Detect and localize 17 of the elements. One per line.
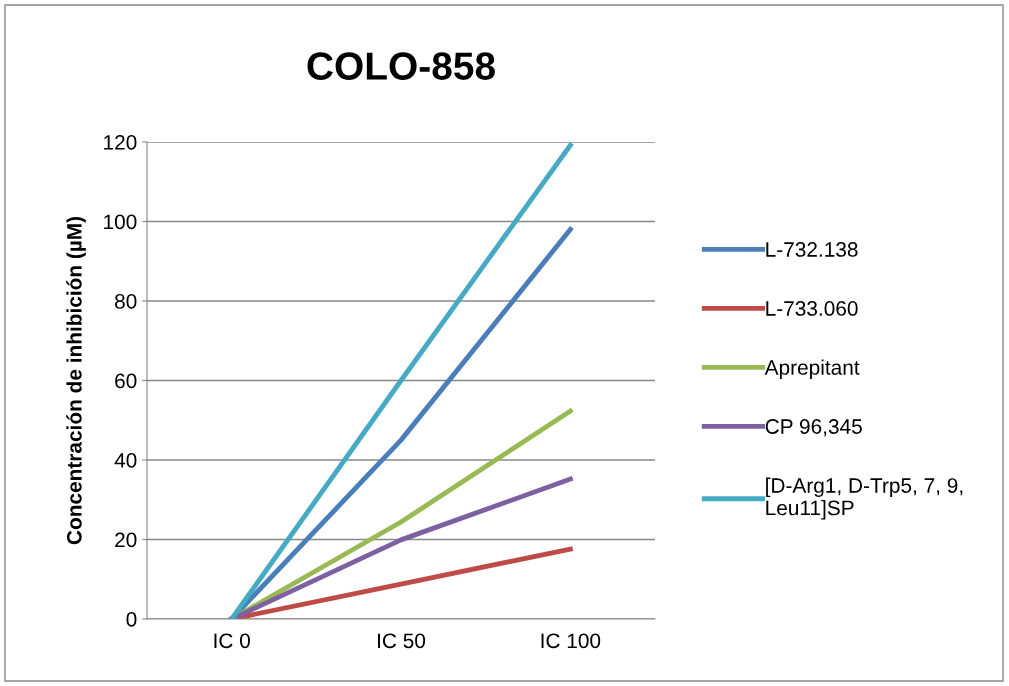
x-tick-label: IC 50 xyxy=(378,633,426,649)
x-tick-label: IC 100 xyxy=(541,633,601,649)
y-tick-label: 120 xyxy=(104,135,137,150)
y-tick-label: 80 xyxy=(115,294,137,309)
y-axis-title: Concentración de inhibición (µM) xyxy=(66,216,86,545)
y-tick-label: 100 xyxy=(104,214,137,230)
legend-label: [D-Arg1, D-Trp5, 7, 9, Leu11]SP xyxy=(766,477,963,520)
legend-label: L-732.138 xyxy=(766,242,858,257)
legend-label: L-733.060 xyxy=(766,301,858,316)
legend-label: Aprepitant xyxy=(764,359,860,379)
y-tick-label: 40 xyxy=(114,453,137,468)
y-tick-label: 20 xyxy=(115,532,137,548)
x-tick-label: IC 0 xyxy=(214,633,250,649)
legend-label: CP 96,345 xyxy=(765,419,862,437)
y-tick-label: 0 xyxy=(126,612,137,627)
chart-title: COLO-858 xyxy=(307,52,495,80)
y-tick-label: 60 xyxy=(115,373,137,389)
